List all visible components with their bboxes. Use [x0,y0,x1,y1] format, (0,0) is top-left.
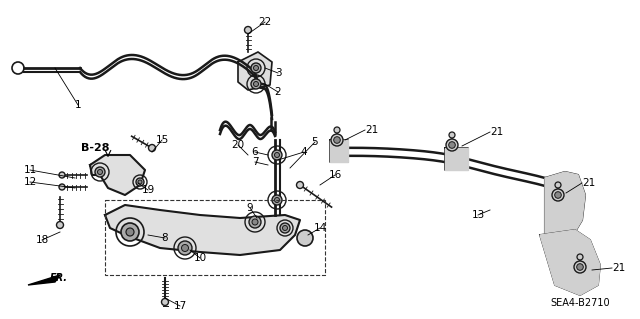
Circle shape [574,261,586,273]
Circle shape [555,192,561,198]
Polygon shape [238,52,272,90]
Circle shape [59,184,65,190]
Circle shape [253,65,259,70]
Circle shape [59,172,65,178]
Polygon shape [28,275,60,285]
Circle shape [331,134,343,146]
Circle shape [244,26,252,33]
Circle shape [552,189,564,201]
Text: 14: 14 [314,223,326,233]
Circle shape [296,182,303,189]
Text: 21: 21 [582,178,595,188]
Text: 15: 15 [156,135,168,145]
Circle shape [272,150,282,160]
Text: 2: 2 [275,87,282,97]
Circle shape [280,223,290,233]
Circle shape [446,139,458,151]
Circle shape [56,221,63,228]
Circle shape [333,137,340,143]
Text: 18: 18 [35,235,49,245]
Text: 21: 21 [365,125,378,135]
Text: 4: 4 [301,147,307,157]
Text: 13: 13 [472,210,484,220]
Circle shape [253,81,259,86]
Circle shape [555,182,561,188]
Text: 22: 22 [259,17,271,27]
Polygon shape [90,155,145,195]
Circle shape [161,299,168,306]
Polygon shape [540,230,600,295]
Circle shape [126,228,134,236]
Text: 21: 21 [612,263,625,273]
Circle shape [449,142,455,148]
Circle shape [275,152,280,158]
Text: 21: 21 [490,127,503,137]
Text: 5: 5 [312,137,318,147]
Circle shape [334,127,340,133]
Bar [105,200,325,275]
Polygon shape [330,140,348,162]
Text: 1: 1 [75,100,81,110]
Text: 6: 6 [252,147,259,157]
Text: 19: 19 [141,185,155,195]
Circle shape [449,132,455,138]
Circle shape [251,79,261,89]
Text: 10: 10 [193,253,207,263]
Circle shape [272,195,282,205]
Text: 12: 12 [24,177,36,187]
Circle shape [275,197,280,203]
Circle shape [178,241,192,255]
Circle shape [95,167,105,177]
Text: 3: 3 [275,68,282,78]
Circle shape [136,178,144,186]
Text: 20: 20 [232,140,244,150]
Circle shape [249,216,261,228]
Text: SEA4-B2710: SEA4-B2710 [550,298,610,308]
Text: FR.: FR. [50,273,68,283]
Circle shape [577,264,583,270]
Circle shape [282,226,287,231]
Circle shape [297,230,313,246]
Circle shape [577,254,583,260]
Text: B-28: B-28 [81,143,109,153]
Circle shape [97,169,102,174]
Text: 16: 16 [328,170,342,180]
Text: 11: 11 [24,165,36,175]
Text: 7: 7 [252,157,259,167]
Circle shape [251,63,261,73]
Circle shape [121,223,139,241]
Circle shape [138,180,142,184]
Circle shape [182,244,189,251]
Polygon shape [545,172,585,245]
Polygon shape [445,148,468,170]
Circle shape [148,145,156,152]
Text: 9: 9 [246,203,253,213]
Circle shape [252,219,258,225]
Text: 8: 8 [162,233,168,243]
Polygon shape [105,205,300,255]
Text: 17: 17 [173,301,187,311]
